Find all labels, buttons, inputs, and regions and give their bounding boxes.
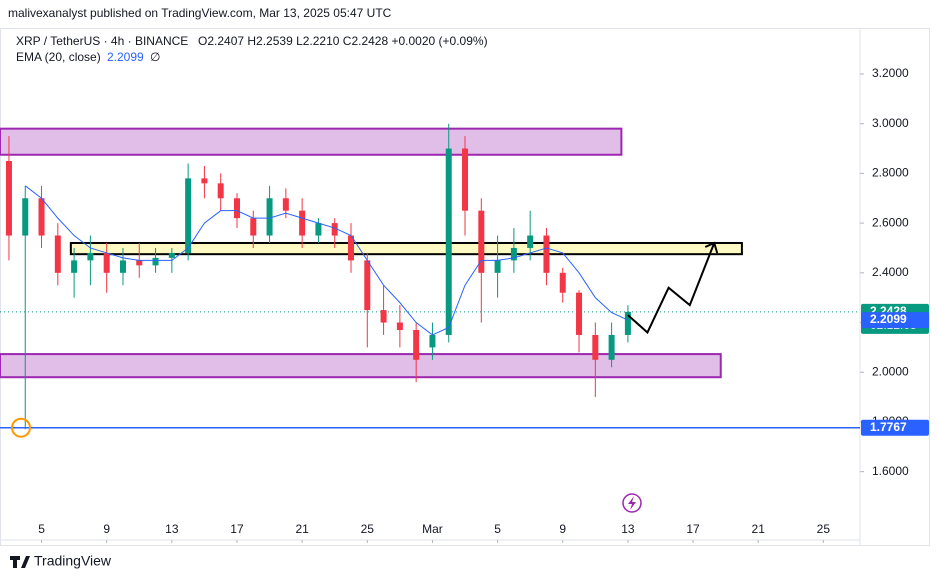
y-tick-label: 2.0000 (872, 364, 909, 378)
x-tick-label: 13 (621, 522, 635, 536)
candle-body (348, 235, 355, 261)
candle-body (54, 235, 61, 273)
event-bolt (628, 496, 636, 510)
x-tick-label: 13 (165, 522, 179, 536)
candle-body (576, 292, 583, 335)
y-tick-label: 3.0000 (872, 116, 909, 130)
candle-body (462, 148, 469, 211)
x-tick-label: 5 (38, 522, 45, 536)
projection-head (704, 241, 719, 254)
projection (627, 242, 716, 335)
ema-price-label: 2.2099 (870, 312, 907, 326)
candle-body (315, 223, 322, 236)
x-tick-label: 17 (686, 522, 700, 536)
indicator-value: 2.2099 (107, 50, 144, 64)
x-tick-label: 9 (103, 522, 110, 536)
logo-mark (10, 556, 30, 568)
y-tick-label: 3.2000 (872, 66, 909, 80)
ohlc: O2.2407 H2.2539 L2.2210 C2.2428 +0.0020 … (198, 34, 488, 48)
candle-body (299, 210, 306, 236)
candle-body (559, 272, 566, 293)
candle-body (445, 148, 452, 335)
published: malivexanalyst published on TradingView.… (8, 6, 392, 20)
event-icon[interactable] (622, 493, 642, 513)
candle-body (185, 178, 192, 253)
ema-price-tag (861, 312, 929, 329)
x-tick-label: 25 (361, 522, 375, 536)
zone (0, 353, 722, 379)
y-tick-label: 2.4000 (872, 265, 909, 279)
candle-body (364, 260, 371, 311)
x-tick-label: 21 (295, 522, 309, 536)
candle-body (119, 260, 126, 273)
candle-body (527, 235, 534, 248)
candle-body (22, 198, 29, 236)
level-marker (11, 417, 31, 438)
candle-body (250, 218, 257, 236)
y-tick-label: 2.8000 (872, 166, 909, 180)
candle-body (396, 322, 403, 330)
candle-body (38, 198, 45, 236)
candle-body (5, 160, 12, 236)
candle-body (136, 260, 143, 266)
plot (0, 123, 860, 430)
ema-line (24, 185, 629, 336)
brand: TradingView (34, 553, 112, 569)
candle-body (413, 329, 420, 360)
y-tick-label: 1.6000 (872, 464, 909, 478)
x-tick-label: 17 (230, 522, 244, 536)
candle-body (510, 247, 517, 261)
logo: TradingView (10, 553, 112, 569)
candle-body (266, 198, 273, 236)
candle-body (478, 210, 485, 273)
zone (69, 241, 743, 256)
candle-body (543, 235, 550, 273)
candle-body (608, 334, 615, 360)
x-tick-label: Mar (422, 522, 443, 536)
candle-body (624, 311, 631, 335)
candle-body (429, 334, 436, 348)
x-tick-label: 21 (752, 522, 766, 536)
symbol: XRP / TetherUS · 4h · BINANCE (16, 34, 188, 48)
indicator: EMA (20, close) (16, 50, 101, 64)
x-tick-label: 5 (494, 522, 501, 536)
candle-body (217, 183, 224, 199)
candle-body (71, 260, 78, 273)
indicator-flag: ∅ (150, 50, 160, 64)
candle-body (494, 260, 501, 273)
level-price-label: 1.7767 (870, 420, 907, 434)
candle-body (233, 198, 240, 219)
y-tick-label: 2.6000 (872, 215, 909, 229)
candle-body (282, 198, 289, 211)
x-tick-label: 9 (559, 522, 566, 536)
x-tick-label: 25 (817, 522, 831, 536)
candle-body (152, 257, 159, 266)
candle-body (168, 252, 175, 258)
zone (0, 127, 623, 156)
candle-body (592, 334, 599, 360)
candle-body (380, 310, 387, 323)
candle-body (103, 252, 110, 273)
candle-body (201, 178, 208, 184)
frame (0, 28, 930, 546)
candle-body (331, 223, 338, 236)
candle-body (87, 252, 94, 261)
level-price-tag (861, 419, 929, 436)
